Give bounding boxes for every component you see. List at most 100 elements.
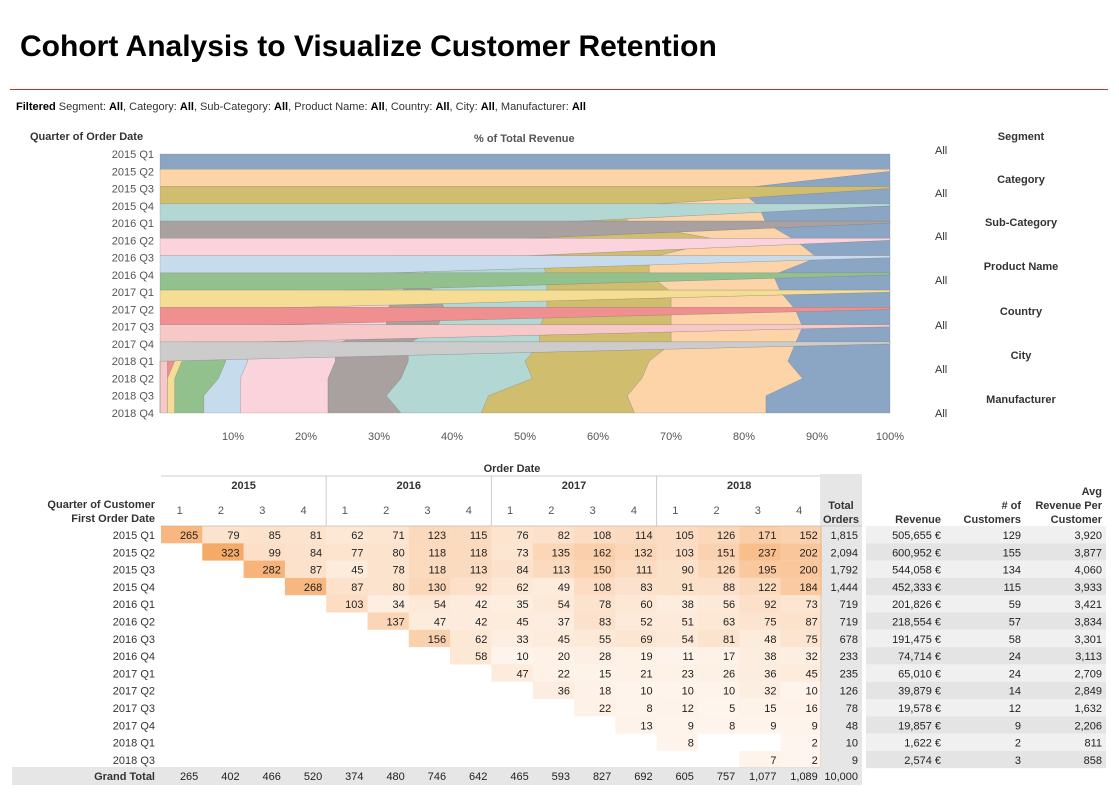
heat-cell	[284, 543, 327, 561]
filter-separator: ,	[193, 101, 197, 113]
title-divider	[10, 89, 1108, 90]
row-avg-revenue: 2,709	[1074, 668, 1102, 680]
quarter-header: 3	[590, 505, 596, 517]
row-revenue: 201,826 €	[892, 599, 941, 611]
grand-total-label: Grand Total	[94, 771, 155, 783]
row-total-orders: 9	[852, 755, 858, 767]
heat-cell	[574, 595, 616, 613]
year-header: 2018	[727, 480, 751, 492]
row-avg-revenue: 2,849	[1074, 686, 1102, 698]
grand-total-value: 402	[221, 771, 239, 783]
grand-total-value: 374	[345, 771, 363, 783]
cell-value: 62	[516, 582, 528, 594]
cell-value: 10	[723, 686, 735, 698]
heat-cell	[243, 560, 285, 578]
cell-value: 19	[640, 651, 652, 663]
quarter-header: 2	[548, 505, 554, 517]
cell-value: 82	[558, 530, 570, 542]
cell-value: 28	[599, 651, 611, 663]
cell-value: 90	[682, 565, 694, 577]
heat-cell	[739, 577, 781, 596]
cell-value: 36	[764, 668, 776, 680]
row-label: 2016 Q1	[113, 599, 155, 611]
cell-value: 22	[599, 703, 611, 715]
cell-value: 92	[475, 582, 487, 594]
heat-cell	[408, 595, 451, 613]
heat-cell	[615, 716, 657, 734]
row-customers: 134	[1003, 565, 1021, 577]
row-revenue: 74,714 €	[898, 651, 941, 663]
side-filter-value[interactable]: All	[935, 320, 948, 332]
side-filter-label: Category	[997, 174, 1045, 186]
row-total-orders: 78	[846, 703, 858, 715]
row-revenue: 1,622 €	[904, 738, 941, 750]
stats-row-band	[866, 699, 1106, 717]
heat-cell	[532, 629, 574, 648]
cell-value: 130	[428, 582, 446, 594]
row-avg-revenue: 3,834	[1074, 617, 1102, 629]
side-filter-value[interactable]: All	[935, 231, 948, 243]
table-row-header-title: Quarter of Customer	[47, 499, 155, 511]
stats-row-band	[866, 612, 1106, 630]
cell-value: 42	[475, 599, 487, 611]
row-total-orders: 10	[846, 738, 858, 750]
heat-cell	[780, 577, 822, 596]
heat-cell	[739, 716, 781, 734]
side-filter-value[interactable]: All	[935, 364, 948, 376]
cell-value: 85	[269, 530, 281, 542]
heat-cell	[739, 681, 781, 699]
cell-value: 10	[682, 686, 694, 698]
cohort-area-2017-q4[interactable]	[159, 341, 891, 413]
filter-separator: ,	[288, 101, 292, 113]
side-filter-value[interactable]: All	[935, 188, 948, 200]
row-customers: 9	[1015, 720, 1021, 732]
cell-value: 135	[552, 547, 570, 559]
cell-value: 32	[764, 686, 776, 698]
area-chart-title: % of Total Revenue	[474, 133, 575, 145]
cell-value: 78	[393, 565, 405, 577]
heat-cell	[615, 612, 657, 630]
side-filter-value[interactable]: All	[935, 145, 948, 157]
heat-cell	[202, 526, 244, 544]
avg-revenue-header: Customer	[1051, 514, 1103, 526]
row-avg-revenue: 1,632	[1074, 703, 1102, 715]
quarter-header: 3	[259, 505, 265, 517]
grand-total-value: 692	[634, 771, 652, 783]
grand-total-value: 746	[428, 771, 446, 783]
cell-value: 60	[640, 599, 652, 611]
filter-name: Product Name:	[291, 101, 371, 113]
row-customers: 58	[1009, 634, 1021, 646]
heat-cell	[656, 647, 698, 665]
heat-cell	[739, 750, 781, 769]
area-x-tick-label: 40%	[441, 431, 463, 443]
grand-total-value: 520	[304, 771, 322, 783]
cell-value: 47	[434, 617, 446, 629]
cell-value: 26	[723, 668, 735, 680]
stats-row-band	[866, 560, 1106, 578]
heat-cell	[697, 612, 740, 630]
cell-value: 10	[516, 651, 528, 663]
grand-total-value: 480	[386, 771, 404, 783]
heat-cell	[780, 612, 822, 630]
stats-row-band	[866, 647, 1106, 665]
area-y-axis-title: Quarter of Order Date	[30, 131, 144, 143]
side-filter-value[interactable]: All	[935, 275, 948, 287]
heat-cell	[656, 664, 698, 682]
row-customers: 129	[1003, 530, 1021, 542]
row-avg-revenue: 3,920	[1074, 530, 1102, 542]
heat-cell	[408, 612, 451, 630]
stats-row-band	[866, 595, 1106, 613]
cell-value: 87	[310, 565, 322, 577]
cell-value: 103	[345, 599, 363, 611]
row-label: 2017 Q2	[113, 686, 155, 698]
side-filter-value[interactable]: All	[935, 408, 948, 420]
heat-cell	[739, 543, 781, 561]
heat-cell	[367, 560, 409, 578]
cell-value: 38	[764, 651, 776, 663]
cell-value: 150	[593, 565, 611, 577]
heat-cell	[697, 716, 740, 734]
heat-cell	[615, 629, 657, 648]
row-total-orders: 1,444	[830, 582, 858, 594]
cell-value: 113	[552, 565, 570, 577]
heat-cell	[615, 577, 657, 596]
